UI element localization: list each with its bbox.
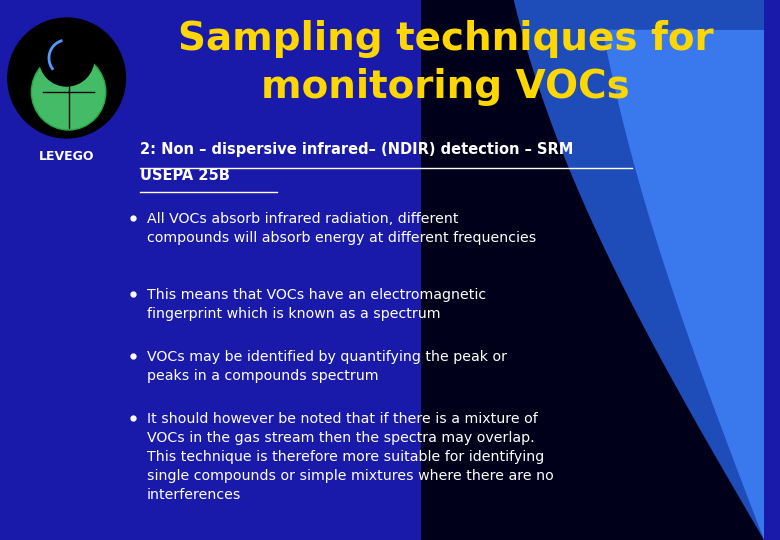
Text: Sampling techniques for: Sampling techniques for (178, 20, 714, 58)
Text: This means that VOCs have an electromagnetic
fingerprint which is known as a spe: This means that VOCs have an electromagn… (147, 288, 486, 321)
Polygon shape (603, 30, 764, 540)
Polygon shape (421, 0, 764, 540)
Circle shape (39, 30, 94, 86)
Text: VOCs may be identified by quantifying the peak or
peaks in a compounds spectrum: VOCs may be identified by quantifying th… (147, 350, 507, 383)
Text: It should however be noted that if there is a mixture of
VOCs in the gas stream : It should however be noted that if there… (147, 412, 554, 502)
Text: 2: Non – dispersive infrared– (NDIR) detection – SRM: 2: Non – dispersive infrared– (NDIR) det… (140, 142, 573, 157)
Text: monitoring VOCs: monitoring VOCs (261, 68, 630, 106)
Text: LEVEGO: LEVEGO (39, 150, 94, 163)
Polygon shape (514, 0, 764, 540)
Circle shape (8, 18, 126, 138)
Text: USEPA 25B: USEPA 25B (140, 168, 230, 183)
Text: All VOCs absorb infrared radiation, different
compounds will absorb energy at di: All VOCs absorb infrared radiation, diff… (147, 212, 536, 245)
Circle shape (31, 54, 106, 130)
